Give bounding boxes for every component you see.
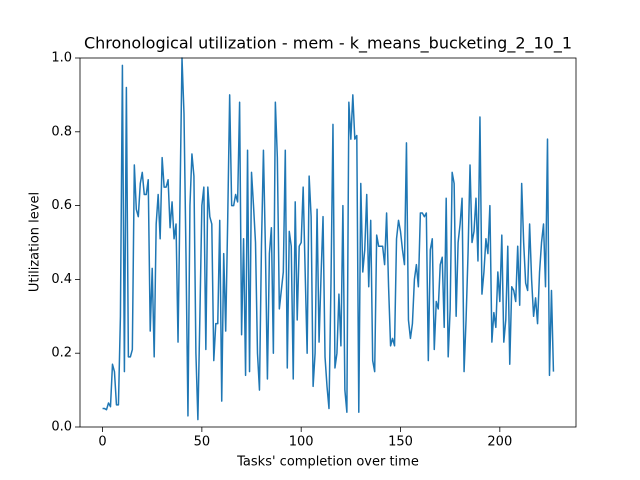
y-tick-label: 0.6 [51,198,72,213]
x-tick-label: 50 [194,435,211,450]
y-tick-label: 0.0 [51,420,72,435]
x-tick-label: 100 [289,435,314,450]
x-tick-label: 0 [98,435,106,450]
y-tick-label: 0.4 [51,272,72,287]
x-tick-label: 150 [388,435,413,450]
y-tick-label: 0.2 [51,346,72,361]
data-line [102,57,555,421]
y-tick-label: 0.8 [51,124,72,139]
x-tick-label: 200 [487,435,512,450]
y-axis-label: Utilization level [28,192,43,292]
chart-title: Chronological utilization - mem - k_mean… [84,34,572,54]
plot-frame [79,57,577,428]
y-tick-label: 1.0 [51,51,72,66]
x-axis-label: Tasks' completion over time [236,455,419,470]
